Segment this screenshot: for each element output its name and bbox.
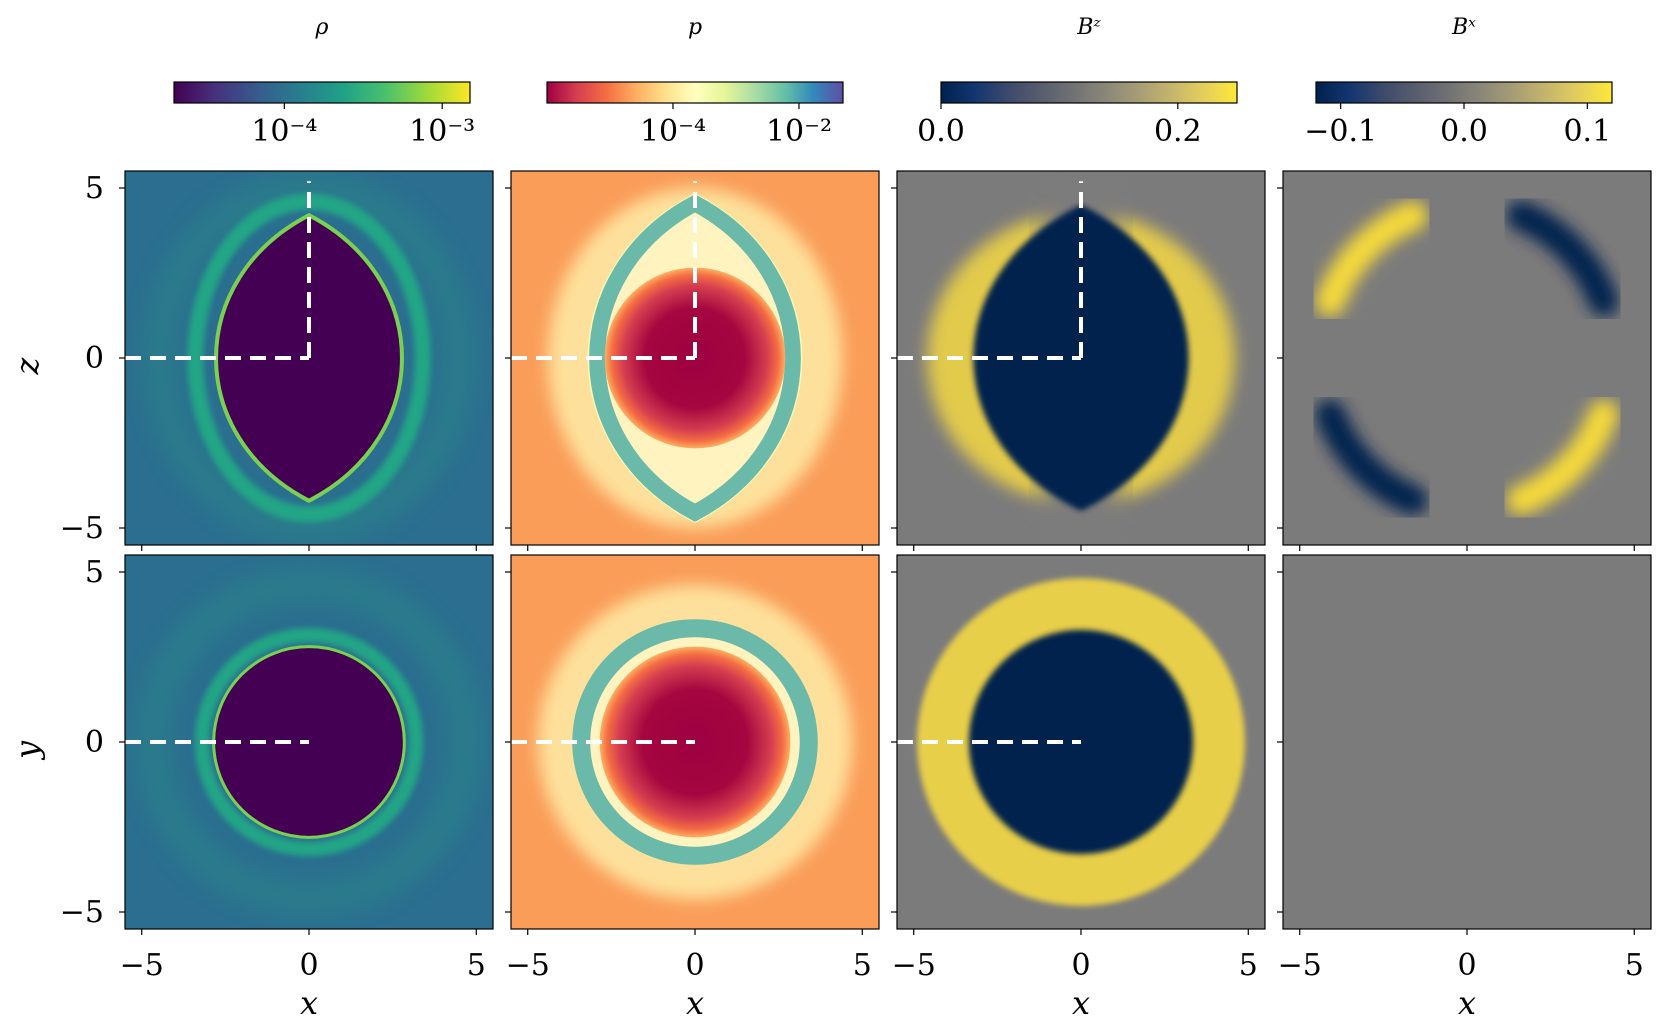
colorbar-Bx: Bˣ −0.1 0.0 0.1 [1304, 15, 1613, 149]
colorbar-tick-Bz-0: 0.0 [917, 114, 965, 149]
colorbar-title-rho: ρ [315, 15, 329, 40]
y-axis-label-xz: z [8, 356, 46, 375]
y-axis-label-xy: y [8, 740, 46, 761]
panel-rho-xy [119, 554, 494, 935]
colorbar-tick-Bx-1: 0.0 [1440, 114, 1488, 149]
panel-Bz-xy [891, 554, 1266, 935]
colorbar-tick-Bz-1: 0.2 [1154, 114, 1202, 149]
x-tick-label-2-0: −5 [892, 948, 936, 983]
x-axis-label-1: x [686, 984, 704, 1022]
colorbars: ρ 10⁻⁴ 10⁻³ p 10⁻⁴ 10⁻² Bᶻ 0.0 0.2 Bˣ −0.1 0.0 0.1 [173, 15, 1613, 149]
panel-Bz-xz [891, 170, 1266, 551]
y-tick-label-xy-2: 5 [85, 555, 104, 590]
colorbar-tick-p-1: 10⁻² [766, 114, 832, 149]
x-tick-label-1-1: 0 [685, 948, 704, 983]
x-tick-label-3-2: 5 [1625, 948, 1644, 983]
colorbar-rho: ρ 10⁻⁴ 10⁻³ [173, 15, 475, 149]
y-tick-label-xy-1: 0 [85, 725, 104, 760]
y-tick-label-xz-0: −5 [60, 511, 104, 546]
x-tick-label-1-2: 5 [853, 948, 872, 983]
x-axis-label-3: x [1458, 984, 1476, 1022]
x-tick-label-3-1: 0 [1457, 948, 1476, 983]
x-tick-label-0-0: −5 [120, 948, 164, 983]
x-axis-label-2: x [1072, 984, 1090, 1022]
x-axis-label-0: x [300, 984, 318, 1022]
colorbar-tick-p-0: 10⁻⁴ [640, 114, 706, 149]
y-tick-label-xy-0: −5 [60, 895, 104, 930]
colorbar-Bz: Bᶻ 0.0 0.2 [917, 15, 1238, 149]
colorbar-title-Bx: Bˣ [1451, 15, 1476, 40]
panel-Bx-xz [1277, 170, 1652, 551]
x-tick-label-2-2: 5 [1239, 948, 1258, 983]
colorbar-title-p: p [688, 15, 702, 40]
colorbar-tick-Bx-0: −0.1 [1304, 114, 1377, 149]
y-tick-label-xz-1: 0 [85, 341, 104, 376]
x-tick-label-1-0: −5 [506, 948, 550, 983]
x-tick-label-3-0: −5 [1278, 948, 1322, 983]
colorbar-tick-Bx-2: 0.1 [1563, 114, 1611, 149]
x-tick-label-0-2: 5 [467, 948, 486, 983]
panel-p-xz [505, 170, 880, 551]
panel-rho-xz [119, 170, 494, 551]
colorbar-p: p 10⁻⁴ 10⁻² [546, 15, 844, 149]
colorbar-tick-rho-1: 10⁻³ [409, 114, 475, 149]
colorbar-tick-rho-0: 10⁻⁴ [251, 114, 317, 149]
axes-text: −5 0 5 x −5 0 5 x −5 0 5 x −5 0 5 x −5 0 5 z −5 0 5 y [8, 171, 1644, 1022]
panel-Bx-xy [1277, 554, 1652, 935]
panel-p-xy [505, 554, 880, 935]
colorbar-title-Bz: Bᶻ [1076, 15, 1101, 40]
x-tick-label-2-1: 0 [1071, 948, 1090, 983]
x-tick-label-0-1: 0 [299, 948, 318, 983]
panels [119, 170, 1652, 935]
y-tick-label-xz-2: 5 [85, 171, 104, 206]
